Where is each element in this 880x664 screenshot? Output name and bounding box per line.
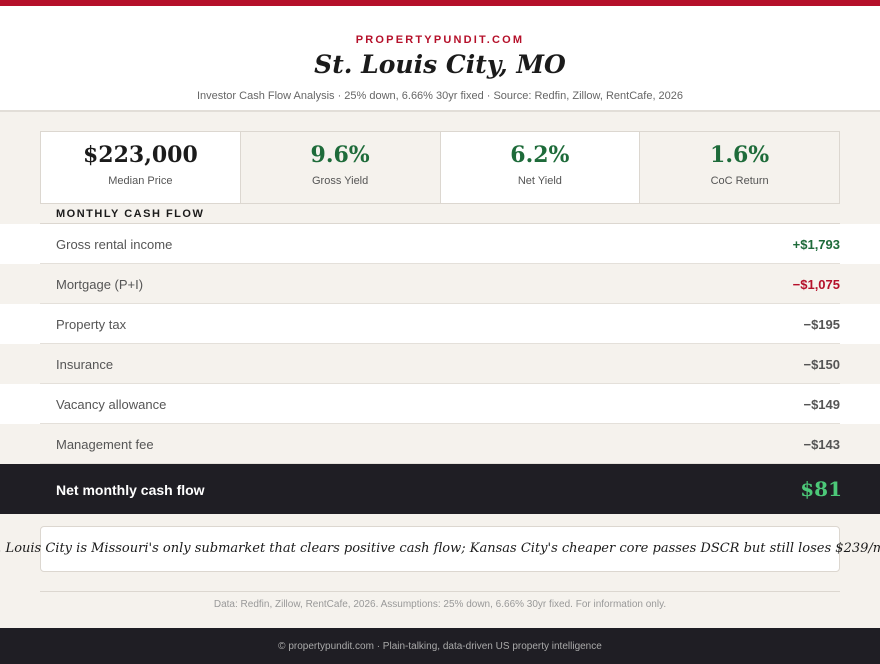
row-label: Property tax (56, 317, 127, 332)
stat-label: Net Yield (517, 175, 562, 187)
section-label: MONTHLY CASH FLOW (56, 208, 205, 220)
stat-label: Gross Yield (312, 175, 369, 187)
stat-label: Median Price (108, 175, 173, 187)
stat-gross-yield: 9.6% Gross Yield (240, 132, 441, 203)
cashflow-row-vacancy-allowance: Vacancy allowance −$149 (0, 384, 880, 424)
cashflow-row-property-tax: Property tax −$195 (0, 304, 880, 344)
net-cash-flow-label: Net monthly cash flow (56, 482, 205, 498)
row-value: −$149 (803, 397, 840, 412)
stat-median-price: $223,000 Median Price (41, 132, 241, 203)
callout-text: St. Louis City is Missouri's only submar… (0, 541, 880, 556)
cashflow-row-mortgage: Mortgage (P+I) −$1,075 (0, 264, 880, 304)
cashflow-table: Gross rental income +$1,793 Mortgage (P+… (0, 224, 880, 464)
data-source-note: Data: Redfin, Zillow, RentCafe, 2026. As… (213, 599, 667, 610)
page-header: PROPERTYPUNDIT.COM St. Louis City, MO In… (0, 6, 880, 112)
cashflow-row-insurance: Insurance −$150 (0, 344, 880, 384)
row-value: −$143 (803, 437, 840, 452)
row-label: Mortgage (P+I) (56, 277, 144, 292)
row-label: Insurance (56, 357, 114, 372)
top-accent-bar (0, 0, 880, 6)
cashflow-row-gross-rental-income: Gross rental income +$1,793 (0, 224, 880, 264)
row-value: −$195 (803, 317, 840, 332)
row-label: Vacancy allowance (56, 397, 167, 412)
net-cash-flow-bar: Net monthly cash flow $81 (0, 464, 880, 514)
stat-value: $223,000 (82, 142, 198, 168)
stats-row: $223,000 Median Price 9.6% Gross Yield 6… (40, 131, 840, 204)
row-label: Gross rental income (56, 237, 173, 252)
divider (40, 223, 840, 224)
footer-text: © propertypundit.com · Plain-talking, da… (278, 641, 602, 652)
stat-net-yield: 6.2% Net Yield (440, 132, 641, 203)
row-value: −$1,075 (792, 277, 840, 292)
stat-value: 9.6% (310, 142, 370, 168)
page-title: St. Louis City, MO (314, 50, 566, 79)
row-label: Management fee (56, 437, 154, 452)
row-value: −$150 (803, 357, 840, 372)
row-value: +$1,793 (792, 237, 840, 252)
stat-coc-return: 1.6% CoC Return (640, 132, 839, 203)
stat-value: 6.2% (510, 142, 570, 168)
callout-box: St. Louis City is Missouri's only submar… (0, 526, 880, 572)
divider (40, 591, 840, 592)
net-cash-flow-value: $81 (800, 477, 842, 501)
cashflow-row-management-fee: Management fee −$143 (0, 424, 880, 464)
brand-name[interactable]: PROPERTYPUNDIT.COM (355, 34, 525, 46)
stat-value: 1.6% (710, 142, 770, 168)
page-footer: © propertypundit.com · Plain-talking, da… (0, 628, 880, 664)
page-subtitle: Investor Cash Flow Analysis · 25% down, … (196, 90, 684, 102)
stat-label: CoC Return (710, 175, 769, 187)
